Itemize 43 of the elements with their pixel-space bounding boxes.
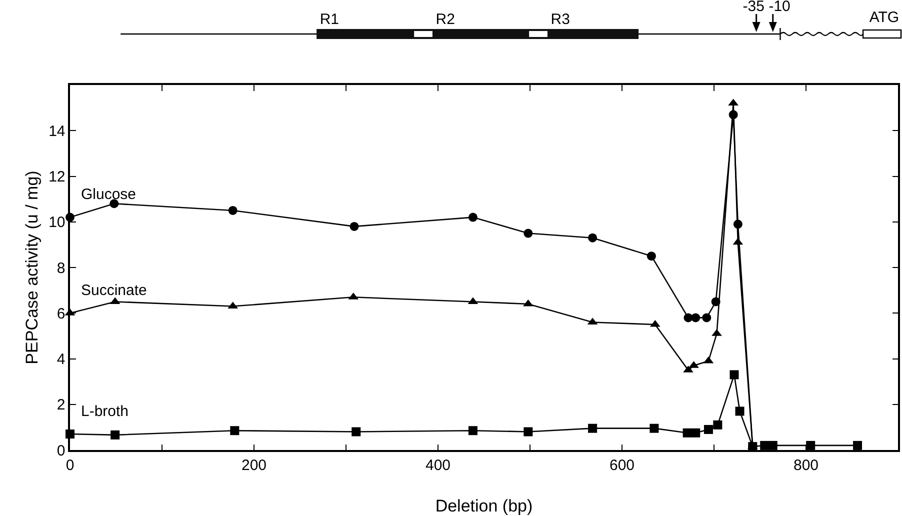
point bbox=[768, 440, 778, 450]
x-axis-title: Deletion (bp) bbox=[435, 496, 533, 516]
point bbox=[110, 430, 120, 440]
gene-map-diagram: R1 R2 R3 -35 -10 ATG bbox=[0, 0, 902, 70]
point bbox=[853, 440, 862, 450]
point bbox=[228, 206, 238, 215]
point bbox=[588, 233, 598, 242]
y-tick-label: 6 bbox=[56, 305, 66, 322]
point bbox=[350, 222, 359, 231]
point bbox=[646, 252, 656, 261]
y-tick-label: 14 bbox=[48, 122, 66, 140]
x-tick-label: 200 bbox=[241, 456, 267, 474]
point bbox=[588, 424, 598, 433]
point bbox=[691, 313, 700, 322]
point bbox=[230, 426, 240, 436]
y-tick-label: 2 bbox=[56, 396, 66, 414]
point bbox=[691, 428, 700, 438]
point bbox=[468, 212, 478, 222]
y-tick-label: 8 bbox=[56, 260, 66, 277]
point bbox=[468, 426, 478, 436]
point bbox=[704, 424, 713, 434]
x-tick-label: 400 bbox=[425, 456, 451, 474]
point bbox=[702, 313, 712, 322]
y-tick-label: 4 bbox=[56, 351, 66, 368]
point bbox=[110, 199, 119, 208]
point bbox=[760, 440, 770, 450]
series-label: Succinate bbox=[81, 282, 147, 299]
x-tick-label: 800 bbox=[793, 456, 819, 474]
series-label: Glucose bbox=[81, 186, 136, 203]
point bbox=[713, 420, 722, 430]
point bbox=[352, 427, 361, 436]
y-axis-title: PEPCase activity (u / mg) bbox=[22, 170, 42, 364]
point bbox=[730, 370, 739, 380]
y-tick-label: 12 bbox=[48, 168, 66, 186]
point bbox=[735, 406, 744, 416]
point bbox=[650, 424, 659, 433]
point bbox=[806, 440, 816, 450]
x-tick-label: 600 bbox=[609, 456, 635, 474]
y-tick-label: 10 bbox=[48, 214, 66, 232]
y-tick-label: 0 bbox=[56, 442, 66, 460]
point bbox=[524, 228, 533, 238]
series-label: L-broth bbox=[81, 403, 129, 420]
point bbox=[524, 427, 533, 436]
